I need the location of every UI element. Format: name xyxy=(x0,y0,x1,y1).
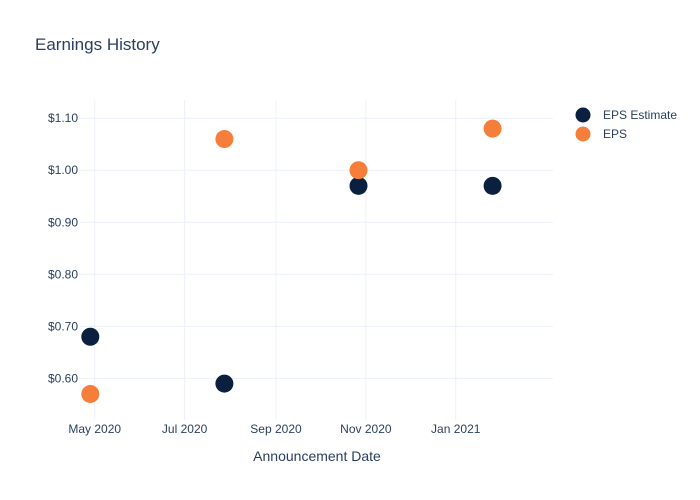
legend-label: EPS xyxy=(603,127,627,141)
legend-item[interactable]: EPS xyxy=(575,126,628,142)
y-tick-label: $0.70 xyxy=(48,319,78,333)
data-point[interactable] xyxy=(81,384,100,403)
data-points xyxy=(81,119,502,403)
data-point[interactable] xyxy=(349,176,368,195)
y-tick-label: $0.90 xyxy=(48,215,78,229)
legend[interactable]: EPS Estimate EPS xyxy=(575,107,678,142)
data-point[interactable] xyxy=(483,176,502,195)
y-axis-ticks: $0.60 $0.70 $0.80 $0.90 $1.00 $1.10 xyxy=(48,111,78,385)
series-eps xyxy=(81,119,502,403)
grid-layer xyxy=(80,100,553,420)
data-point[interactable] xyxy=(81,327,100,346)
x-axis-title: Announcement Date xyxy=(253,448,381,464)
legend-label: EPS Estimate xyxy=(603,108,677,122)
x-tick-label: Jan 2021 xyxy=(431,422,481,436)
x-tick-label: Jul 2020 xyxy=(162,422,208,436)
y-tick-label: $1.10 xyxy=(48,111,78,125)
legend-item[interactable]: EPS Estimate xyxy=(575,107,678,123)
y-tick-label: $0.80 xyxy=(48,267,78,281)
x-axis-ticks: May 2020 Jul 2020 Sep 2020 Nov 2020 Jan 2021 xyxy=(68,422,480,436)
data-point[interactable] xyxy=(483,119,502,138)
x-tick-label: Sep 2020 xyxy=(250,422,302,436)
data-point[interactable] xyxy=(215,374,234,393)
legend-marker xyxy=(575,107,591,123)
chart-title: Earnings History xyxy=(35,35,160,54)
x-tick-label: May 2020 xyxy=(68,422,121,436)
y-tick-label: $1.00 xyxy=(48,163,78,177)
y-tick-label: $0.60 xyxy=(48,371,78,385)
data-point[interactable] xyxy=(215,130,234,149)
data-point[interactable] xyxy=(349,161,368,180)
legend-marker xyxy=(575,126,591,142)
series-eps-estimate xyxy=(81,176,502,393)
x-tick-label: Nov 2020 xyxy=(340,422,392,436)
